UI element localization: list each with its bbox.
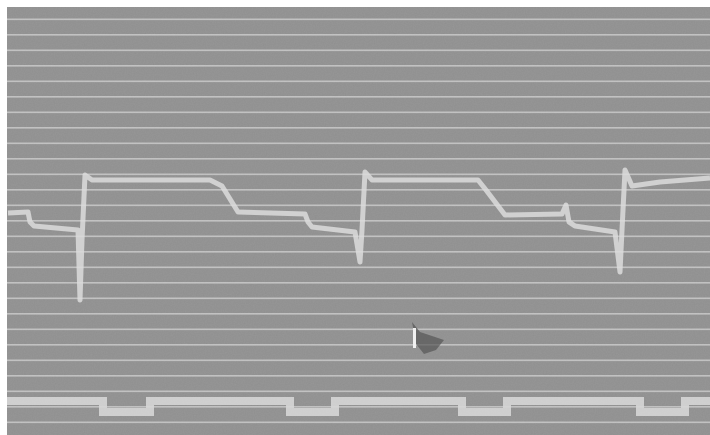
page xyxy=(0,0,710,435)
film-blemish-highlight xyxy=(413,328,416,348)
film-grain xyxy=(7,7,710,435)
oscillogram-photo xyxy=(0,0,710,435)
